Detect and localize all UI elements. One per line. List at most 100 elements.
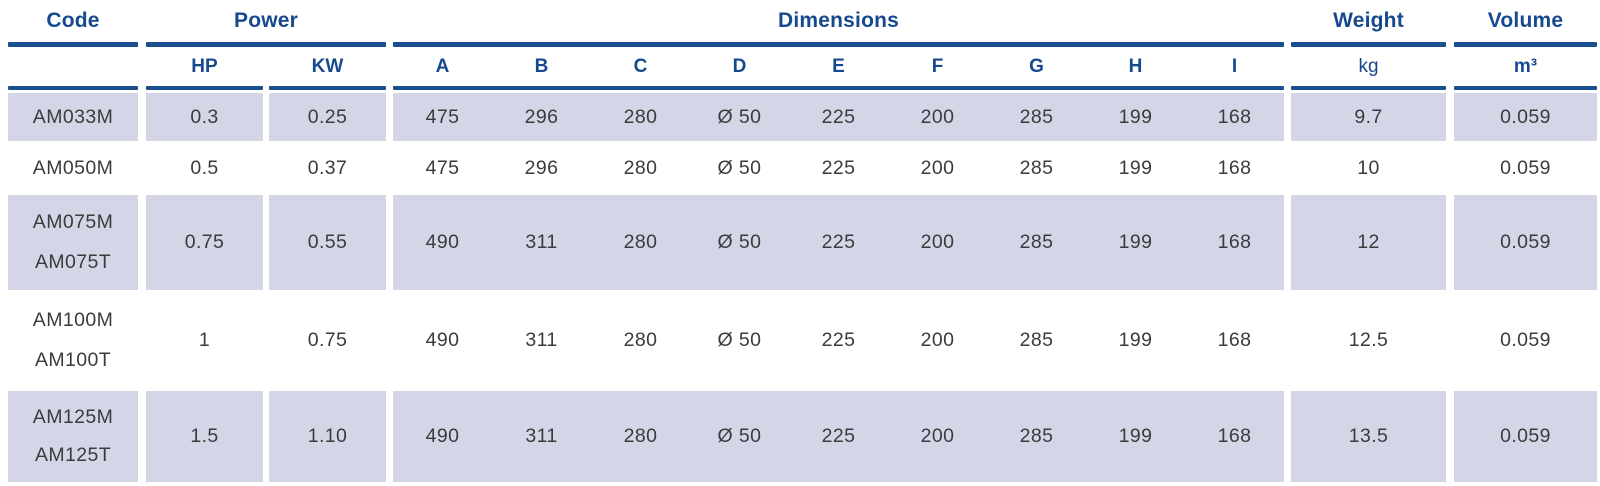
weight-cell: 12.5 [1348,329,1389,351]
dim-a-cell: 490 [425,425,460,447]
subheader-hp: HP [191,55,218,77]
kw-cell: 0.55 [269,195,386,290]
subheader-dim-b: B [534,55,549,77]
dim-e-cell: 225 [821,329,856,351]
table-row: AM075M AM075T 0.75 0.55 490 311 280 Ø 50… [0,195,1600,290]
header-volume: Volume [1487,9,1564,32]
code-cell: AM100M AM100T [8,293,138,388]
hp-cell: 0.3 [146,93,263,141]
rule-segment [393,42,1284,47]
rule-segment [8,86,138,90]
subheader-dim-h: H [1128,55,1143,77]
subheader-dimensions: A B C D E F G H I [393,56,1284,78]
dim-d-cell: Ø 50 [717,105,762,128]
dim-g-cell: 285 [1019,231,1054,253]
dim-i-cell: 168 [1217,425,1252,447]
rule-segment [1291,86,1446,90]
rule-segment [1454,42,1597,47]
dim-i-cell: 168 [1217,156,1252,179]
dim-g-cell: 285 [1019,156,1054,179]
code-value: AM050M [32,156,114,179]
dim-h-cell: 199 [1118,425,1153,447]
code-value: AM100M [32,309,114,332]
dimensions-cells: 490 311 280 Ø 50 225 200 285 199 168 [393,293,1284,388]
subheader-dim-a: A [435,55,450,77]
dim-d-cell: Ø 50 [717,425,762,447]
subheader-dim-d: D [732,55,747,77]
weight-cell: 10 [1357,156,1380,179]
dim-h-cell: 199 [1118,105,1153,128]
subheader-m3: m³ [1513,55,1538,77]
hp-cell: 0.5 [190,156,219,179]
table-row: AM125M AM125T 1.5 1.10 490 311 280 Ø 50 … [0,391,1600,482]
dim-i-cell: 168 [1217,329,1252,351]
header-weight: Weight [1333,9,1404,32]
rule-segment [1291,42,1446,47]
dim-c-cell: 280 [623,329,658,351]
header-rule [0,42,1600,47]
dimensions-cells: 490 311 280 Ø 50 225 200 285 199 168 [393,195,1284,290]
hp-cell: 1 [198,329,211,351]
weight-cell: 13.5 [1291,391,1446,482]
dim-b-cell: 296 [524,156,559,179]
table-row: AM033M 0.3 0.25 475 296 280 Ø 50 225 200… [0,93,1600,141]
subheader-rule [0,86,1600,90]
dim-f-cell: 200 [920,329,955,351]
dim-d-cell: Ø 50 [717,329,762,351]
dim-h-cell: 199 [1118,231,1153,253]
dim-e-cell: 225 [821,425,856,447]
dim-c-cell: 280 [623,425,658,447]
dim-h-cell: 199 [1118,329,1153,351]
code-value: AM033M [32,105,114,128]
dim-a-cell: 490 [425,329,460,351]
code-cell: AM050M [8,144,138,192]
subheader-kw: KW [311,55,344,77]
volume-cell: 0.059 [1500,329,1551,351]
rule-segment [146,42,386,47]
dim-b-cell: 311 [525,231,558,253]
dim-e-cell: 225 [821,156,856,179]
dim-a-cell: 475 [425,156,460,179]
kw-cell: 0.37 [307,156,348,179]
dim-g-cell: 285 [1019,105,1054,128]
dim-b-cell: 311 [525,425,558,447]
dim-d-cell: Ø 50 [717,231,762,253]
subheader-dim-f: F [931,55,944,77]
subheader-dim-i: I [1231,55,1238,77]
volume-cell: 0.059 [1500,156,1551,179]
dim-g-cell: 285 [1019,425,1054,447]
code-value: AM125M [32,406,114,429]
volume-cell: 0.059 [1454,195,1597,290]
code-cell: AM125M AM125T [8,391,138,482]
table-row: AM100M AM100T 1 0.75 490 311 280 Ø 50 22… [0,293,1600,388]
rule-segment [1454,86,1597,90]
weight-cell: 9.7 [1291,93,1446,141]
rule-segment [393,86,1284,90]
dim-e-cell: 225 [821,105,856,128]
dim-a-cell: 490 [425,231,460,253]
hp-cell: 1.5 [146,391,263,482]
subheader-dim-c: C [633,55,648,77]
volume-cell: 0.059 [1454,93,1597,141]
subheader-dim-g: G [1029,55,1044,77]
code-cell: AM075M AM075T [8,195,138,290]
kw-cell: 0.75 [307,329,348,351]
dim-d-cell: Ø 50 [717,156,762,179]
dim-c-cell: 280 [623,105,658,128]
dim-b-cell: 311 [525,329,558,351]
subheader-dim-e: E [832,55,845,77]
dim-c-cell: 280 [623,231,658,253]
dim-c-cell: 280 [623,156,658,179]
weight-cell: 12 [1291,195,1446,290]
kw-cell: 0.25 [269,93,386,141]
dimensions-cells: 490 311 280 Ø 50 225 200 285 199 168 [393,391,1284,482]
code-value: AM075T [34,250,112,273]
dim-f-cell: 200 [920,105,955,128]
header-dimensions: Dimensions [777,9,900,32]
header-code: Code [46,9,100,32]
rule-segment [269,86,386,90]
dim-f-cell: 200 [920,156,955,179]
dim-h-cell: 199 [1118,156,1153,179]
volume-cell: 0.059 [1454,391,1597,482]
code-value: AM100T [34,348,112,371]
